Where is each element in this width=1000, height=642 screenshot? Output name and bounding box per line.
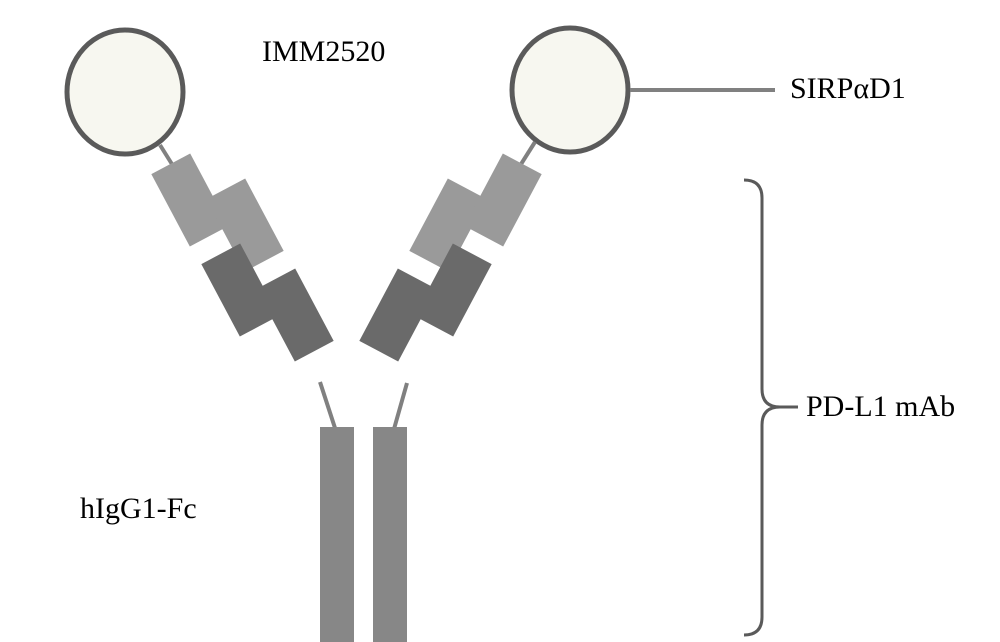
sirpa-label: SIRPαD1 (790, 72, 906, 106)
pdl1-brace (744, 180, 798, 635)
fc-right-bar (373, 427, 407, 642)
pdl1-mab-label: PD-L1 mAb (806, 390, 955, 424)
fc-left-bar (320, 427, 354, 642)
left-sirpa-circle (67, 30, 183, 154)
higG-fc-label: hIgG1-Fc (80, 492, 197, 526)
left-hinge (320, 382, 335, 428)
right-sirpa-circle (512, 28, 628, 152)
right-hinge (394, 383, 407, 429)
title-label: IMM2520 (262, 35, 385, 69)
